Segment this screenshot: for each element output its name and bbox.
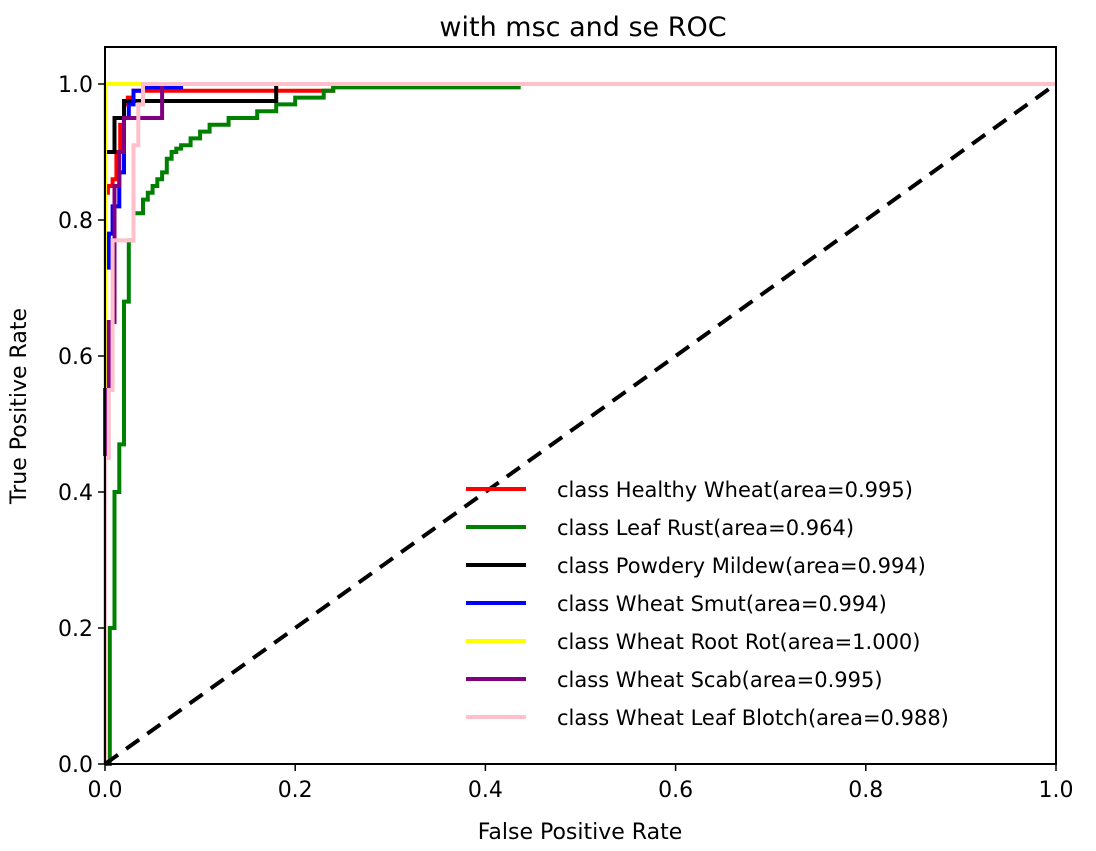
chance-diagonal-line: [103, 82, 1058, 766]
x-axis-label: False Positive Rate: [478, 820, 682, 845]
legend-label: class Leaf Rust(area=0.964): [557, 516, 854, 540]
legend: class Healthy Wheat(area=0.995) class Lea…: [466, 478, 949, 730]
plot-area: [103, 82, 1058, 766]
y-tick-label: 1.0: [58, 73, 93, 98]
axis-ticks: 0.0 0.2 0.4 0.6 0.8 1.0 0.0 0.2 0.4 0.6 0.8 1.0: [58, 73, 1074, 803]
legend-label: class Wheat Smut(area=0.994): [557, 592, 887, 616]
roc-curve-7: [103, 82, 1056, 764]
legend-label: class Wheat Root Rot(area=1.000): [557, 630, 921, 654]
x-tick-label: 0.4: [468, 778, 503, 803]
y-tick-label: 0.0: [58, 753, 93, 778]
x-tick-label: 0.2: [278, 778, 313, 803]
x-tick-label: 0.8: [848, 778, 883, 803]
legend-label: class Powdery Mildew(area=0.994): [557, 554, 926, 578]
plot-frame: [104, 46, 1057, 765]
y-tick-label: 0.8: [58, 209, 93, 234]
y-tick-label: 0.4: [58, 481, 93, 506]
legend-label: class Wheat Scab(area=0.995): [557, 668, 883, 692]
y-tick-label: 0.6: [58, 345, 93, 370]
x-tick-label: 0.0: [88, 778, 123, 803]
y-axis-label: True Positive Rate: [7, 308, 32, 505]
y-tick-label: 0.2: [58, 617, 93, 642]
legend-label: class Wheat Leaf Blotch(area=0.988): [557, 706, 949, 730]
x-tick-label: 1.0: [1039, 778, 1074, 803]
chart-title: with msc and se ROC: [439, 12, 726, 43]
roc-curve-2: [105, 82, 1056, 766]
legend-label: class Healthy Wheat(area=0.995): [557, 478, 913, 502]
x-tick-label: 0.6: [658, 778, 693, 803]
